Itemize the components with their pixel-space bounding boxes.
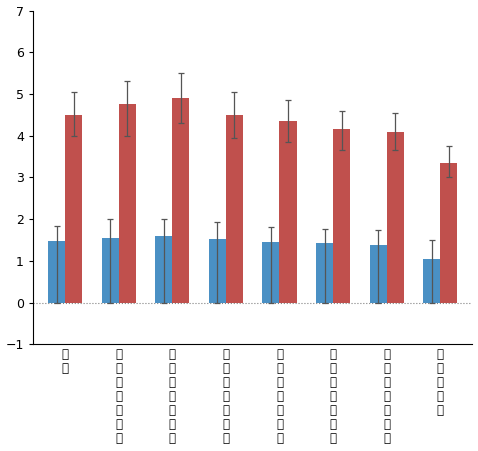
Bar	[48, 241, 65, 303]
Bar	[155, 236, 172, 303]
Bar	[101, 238, 119, 303]
Bar	[387, 132, 404, 303]
Bar	[316, 244, 333, 303]
Bar	[262, 242, 280, 303]
Bar	[280, 121, 297, 303]
Bar	[423, 259, 440, 303]
Bar	[65, 115, 82, 303]
Bar	[172, 98, 189, 303]
Bar	[226, 115, 243, 303]
Bar	[209, 239, 226, 303]
Bar	[369, 245, 387, 303]
Bar	[440, 163, 457, 303]
Bar	[333, 129, 350, 303]
Bar	[119, 105, 136, 303]
